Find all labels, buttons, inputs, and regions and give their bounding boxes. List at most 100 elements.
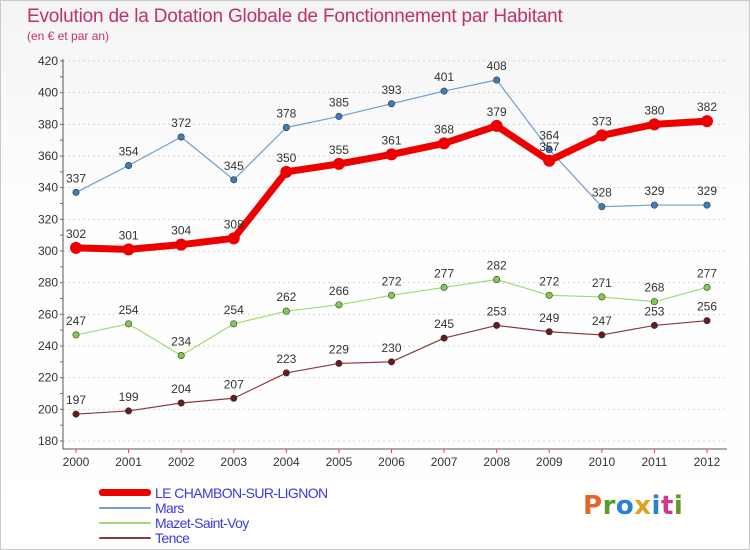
data-label: 368 [434,122,454,136]
data-point [387,100,395,108]
data-label: 345 [224,159,244,173]
y-tick-label: 260 [38,307,58,321]
data-label: 301 [119,228,139,242]
x-tick-label: 2000 [63,455,90,469]
data-point [543,154,556,167]
legend-label: Tence [155,529,190,546]
x-tick-label: 2003 [220,455,247,469]
data-point [703,283,711,291]
y-tick-label: 420 [38,54,58,68]
x-tick-label: 2004 [273,455,300,469]
data-point [650,298,658,306]
data-point [387,291,395,299]
data-label: 361 [381,133,401,147]
data-point [72,331,80,339]
data-point [595,129,608,142]
data-point [282,124,290,132]
data-point [230,176,238,184]
data-point [438,137,451,150]
logo-letter: x [634,491,652,521]
logo-letter: i [651,491,661,521]
data-label: 229 [329,342,349,356]
data-label: 277 [697,266,717,280]
logo-letter: o [615,491,635,521]
data-label: 254 [119,303,139,317]
legend-swatch [99,536,151,539]
x-tick-label: 2012 [694,455,721,469]
y-tick-label: 400 [38,86,58,100]
data-label: 393 [381,83,401,97]
legend-label: Mazet-Saint-Voy [155,514,249,531]
data-point [493,321,501,329]
logo-letter: t [660,491,674,521]
legend-item-chambon: LE CHAMBON-SUR-LIGNON [99,485,328,501]
data-label: 204 [171,382,191,396]
data-label: 401 [434,70,454,84]
data-point [703,317,711,325]
data-point [440,87,448,95]
x-tick-label: 2010 [588,455,615,469]
data-point [545,328,553,336]
data-label: 277 [434,266,454,280]
data-label: 256 [697,300,717,314]
data-label: 266 [329,284,349,298]
data-label: 253 [487,304,507,318]
series-points [70,76,713,418]
y-tick-label: 340 [38,181,58,195]
chart-title: Evolution de la Dotation Globale de Fonc… [27,6,563,27]
data-point [125,407,133,415]
data-label: 254 [224,303,244,317]
data-point [282,307,290,315]
data-label: 253 [644,304,664,318]
grid-lines [63,60,727,442]
data-point [490,119,503,132]
data-label: 272 [381,274,401,288]
data-point [545,291,553,299]
legend-swatch [99,521,151,524]
data-label: 380 [644,103,664,117]
data-label: 357 [539,140,559,154]
legend-label: Mars [155,499,184,516]
data-point [175,238,188,251]
data-point [177,399,185,407]
y-tick-label: 240 [38,339,58,353]
data-point [72,410,80,418]
legend-swatch [99,506,151,509]
data-point [125,162,133,170]
y-tick-label: 180 [38,434,58,448]
y-tick-label: 200 [38,402,58,416]
data-label: 271 [592,276,612,290]
data-label: 223 [276,352,296,366]
logo-letter: r [602,491,616,521]
legend-item-mars: Mars [99,499,328,516]
x-tick-label: 2008 [483,455,510,469]
legend-item-tence: Tence [99,529,328,546]
data-point [335,112,343,120]
data-point [545,146,553,154]
data-point [335,359,343,367]
data-label: 408 [487,59,507,73]
data-label: 230 [381,341,401,355]
data-point [230,320,238,328]
logo-letter: P [583,491,603,521]
x-tick-label: 2006 [378,455,405,469]
x-tick-label: 2007 [431,455,458,469]
data-labels: 197 199 204 207 223 229 230 245 253 249 247 253 256 2… [66,59,717,407]
data-point [335,301,343,309]
data-point [332,157,345,170]
data-point [282,369,290,377]
data-point [440,283,448,291]
data-point [177,133,185,141]
data-label: 262 [276,290,296,304]
logo-letter: i [673,491,684,521]
x-tick-label: 2005 [326,455,353,469]
data-point [70,241,82,254]
data-label: 304 [171,224,191,238]
data-point [650,201,658,209]
data-label: 329 [697,184,717,198]
axes [60,59,727,453]
x-tick-label: 2011 [642,455,668,469]
data-label: 234 [171,335,191,349]
